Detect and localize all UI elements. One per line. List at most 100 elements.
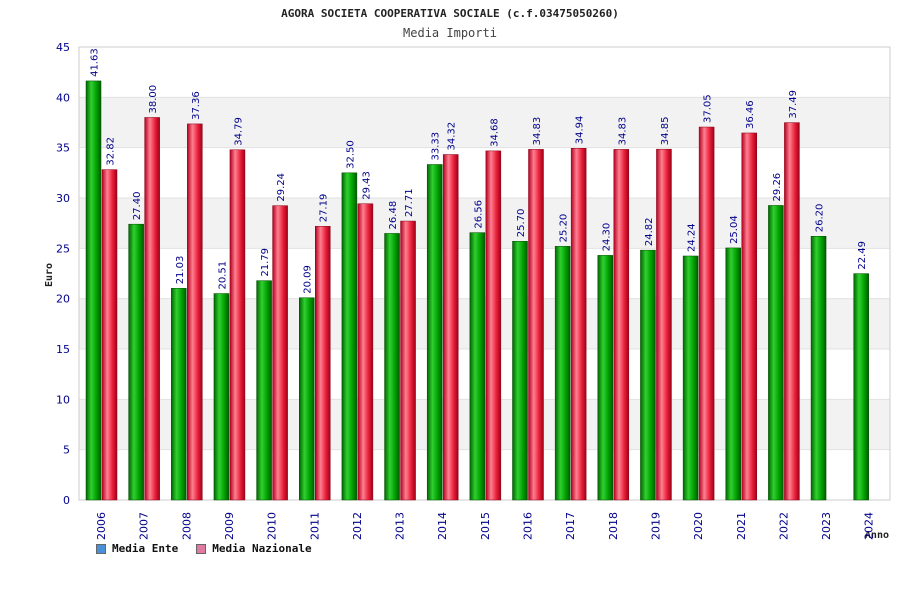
bar-value-label: 32.50 xyxy=(345,140,356,169)
bar-value-label: 26.56 xyxy=(473,200,484,229)
bar-media-nazionale xyxy=(784,122,800,501)
bar-value-label: 25.20 xyxy=(559,214,570,243)
bar-media-nazionale xyxy=(442,154,459,501)
x-tick-label: 2014 xyxy=(436,512,449,540)
bar-value-label: 24.82 xyxy=(644,218,655,247)
bar-media-nazionale xyxy=(101,169,118,501)
bar-media-ente xyxy=(426,164,443,501)
bar-media-nazionale xyxy=(613,149,630,501)
bar-value-label: 34.83 xyxy=(532,117,543,146)
bar-media-ente xyxy=(554,246,571,501)
y-tick-label: 10 xyxy=(56,393,70,406)
bar-value-label: 36.46 xyxy=(745,100,756,129)
bar-media-ente xyxy=(85,80,102,501)
y-tick-label: 25 xyxy=(56,242,70,255)
bar-value-label: 25.04 xyxy=(729,215,740,244)
y-axis: 0 5 10 15 20 25 30 35 40 45 xyxy=(56,41,70,507)
x-tick-label: 2021 xyxy=(735,512,748,540)
bar-media-ente xyxy=(512,241,528,501)
x-tick-label: 2018 xyxy=(607,512,620,540)
x-tick-label: 2023 xyxy=(820,512,833,540)
bar-media-ente xyxy=(725,247,741,501)
bar-media-nazionale xyxy=(272,205,288,501)
y-tick-label: 20 xyxy=(56,293,70,306)
x-tick-label: 2022 xyxy=(777,512,790,540)
bar-media-ente xyxy=(256,280,272,501)
bar-value-label: 34.85 xyxy=(660,117,671,146)
bar-media-ente xyxy=(341,172,358,501)
bar-media-nazionale xyxy=(229,149,246,501)
bar-media-nazionale xyxy=(741,132,757,501)
bar-media-ente xyxy=(597,255,614,501)
bar-value-label: 37.49 xyxy=(788,90,799,119)
bar-value-label: 21.03 xyxy=(175,256,186,285)
x-tick-label: 2012 xyxy=(351,512,364,540)
y-tick-label: 0 xyxy=(63,494,70,507)
bar-value-label: 34.94 xyxy=(575,116,586,145)
bar-value-label: 32.82 xyxy=(106,137,117,166)
chart-title: AGORA SOCIETA COOPERATIVA SOCIALE (c.f.0… xyxy=(281,7,619,20)
bar-value-label: 24.24 xyxy=(687,223,698,252)
bar-media-ente xyxy=(853,273,869,501)
bar-media-nazionale xyxy=(400,220,416,501)
bar-media-ente xyxy=(682,255,699,501)
bar-media-nazionale xyxy=(570,148,587,501)
bar-value-label: 37.05 xyxy=(703,94,714,123)
bar-media-ente xyxy=(171,288,187,501)
legend: Media Ente Media Nazionale xyxy=(96,542,312,555)
bar-value-label: 34.79 xyxy=(233,117,244,146)
bar-value-label: 27.40 xyxy=(132,192,143,221)
bar-media-ente xyxy=(384,233,400,501)
bar-media-nazionale xyxy=(315,226,331,501)
x-tick-label: 2020 xyxy=(692,512,705,540)
y-tick-label: 5 xyxy=(63,444,70,457)
legend-swatch-media-nazionale xyxy=(196,543,207,554)
bar-media-nazionale xyxy=(656,148,672,501)
bar-value-label: 34.68 xyxy=(489,118,500,147)
bar-value-label: 22.49 xyxy=(857,241,868,270)
y-tick-label: 30 xyxy=(56,192,70,205)
bar-value-label: 24.30 xyxy=(601,223,612,252)
bar-media-ente xyxy=(213,293,230,501)
bar-value-label: 38.00 xyxy=(148,85,159,114)
legend-item-media-ente: Media Ente xyxy=(96,542,178,555)
bar-value-label: 29.24 xyxy=(276,173,287,202)
bar-media-nazionale xyxy=(187,123,203,501)
bar-media-ente xyxy=(768,205,784,501)
bar-media-ente xyxy=(810,236,827,501)
bar-media-nazionale xyxy=(485,150,502,501)
y-tick-label: 35 xyxy=(56,142,70,155)
x-tick-label: 2019 xyxy=(649,512,662,540)
x-tick-label: 2015 xyxy=(479,512,492,540)
bar-value-label: 34.83 xyxy=(617,117,628,146)
bar-value-label: 26.48 xyxy=(388,201,399,230)
x-axis: 2006 2007 2008 2009 2010 2011 2012 2013 2014 2015… xyxy=(95,512,876,540)
legend-label-media-nazionale: Media Nazionale xyxy=(212,542,312,555)
bar-value-label: 26.20 xyxy=(815,204,826,233)
bar-media-nazionale xyxy=(698,126,715,501)
x-tick-label: 2024 xyxy=(863,512,876,540)
x-tick-label: 2006 xyxy=(95,512,108,540)
bar-value-label: 34.32 xyxy=(447,122,458,151)
bar-value-label: 25.70 xyxy=(516,209,527,238)
bar-media-ente xyxy=(469,232,486,501)
x-tick-label: 2016 xyxy=(522,512,535,540)
bar-value-label: 20.09 xyxy=(303,265,314,294)
bar-media-nazionale xyxy=(357,203,374,501)
bar-media-ente xyxy=(640,249,656,501)
y-axis-label: Euro xyxy=(44,263,55,287)
y-tick-label: 45 xyxy=(56,41,70,54)
bar-value-label: 27.71 xyxy=(404,188,415,217)
x-tick-label: 2008 xyxy=(180,512,193,540)
x-tick-label: 2007 xyxy=(138,512,151,540)
x-tick-label: 2009 xyxy=(223,512,236,540)
bar-value-label: 41.63 xyxy=(90,48,101,77)
bar-value-label: 33.33 xyxy=(431,132,442,161)
x-tick-label: 2013 xyxy=(394,512,407,540)
legend-swatch-media-ente xyxy=(96,543,106,554)
x-tick-label: 2011 xyxy=(308,512,321,540)
x-axis-label: Anno xyxy=(865,530,889,541)
legend-label-media-ente: Media Ente xyxy=(112,542,179,555)
bar-value-label: 21.79 xyxy=(260,248,271,277)
bar-media-ente xyxy=(299,297,315,501)
